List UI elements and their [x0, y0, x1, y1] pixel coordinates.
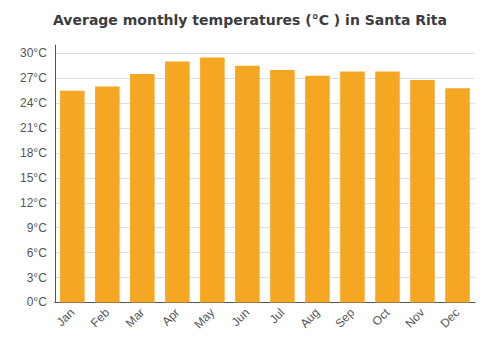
svg-text:Apr: Apr	[159, 306, 182, 329]
svg-text:Aug: Aug	[297, 306, 322, 331]
svg-text:24°C: 24°C	[20, 96, 47, 110]
svg-text:Mar: Mar	[123, 306, 148, 330]
svg-text:Average monthly temperatures (: Average monthly temperatures (°C ) in Sa…	[53, 12, 447, 28]
svg-text:Jan: Jan	[54, 306, 78, 330]
svg-text:21°C: 21°C	[20, 121, 47, 135]
svg-text:Feb: Feb	[88, 305, 113, 330]
svg-text:Jun: Jun	[229, 306, 253, 330]
svg-text:30°C: 30°C	[20, 46, 47, 60]
svg-text:12°C: 12°C	[20, 196, 47, 210]
svg-text:3°C: 3°C	[27, 271, 47, 285]
svg-text:Jul: Jul	[267, 306, 288, 327]
svg-text:Oct: Oct	[369, 305, 393, 329]
svg-text:27°C: 27°C	[20, 71, 47, 85]
svg-text:6°C: 6°C	[27, 246, 47, 260]
svg-text:Dec: Dec	[437, 306, 462, 331]
svg-text:May: May	[191, 306, 217, 332]
svg-text:Nov: Nov	[402, 306, 427, 331]
svg-text:9°C: 9°C	[27, 221, 47, 235]
svg-text:18°C: 18°C	[20, 146, 47, 160]
svg-text:Sep: Sep	[332, 305, 357, 330]
svg-text:15°C: 15°C	[20, 171, 47, 185]
svg-text:0°C: 0°C	[27, 295, 47, 309]
